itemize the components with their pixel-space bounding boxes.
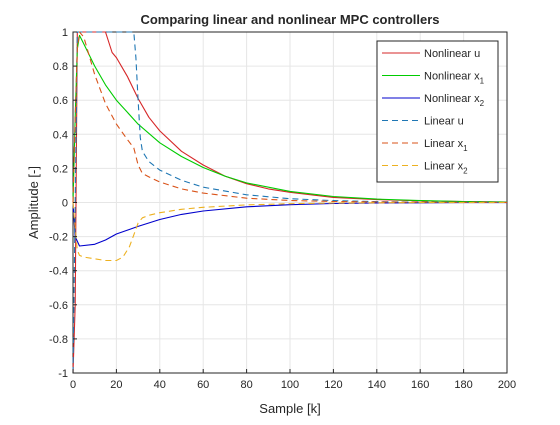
x-tick-label: 20 [110, 379, 122, 391]
x-axis-ticks: 0 20 40 60 80 100 120 140 160 180 200 [70, 369, 516, 391]
y-tick-label: -0.6 [49, 300, 68, 312]
legend-entry-subscript: 2 [463, 167, 468, 176]
x-tick-label: 120 [324, 379, 342, 391]
legend-entry-base: Linear x [424, 161, 464, 173]
series-line-linear-u [72, 31, 508, 374]
legend-entry: Nonlinear x2 [424, 93, 485, 108]
y-tick-label: 0.8 [53, 61, 68, 73]
y-tick-label: 0.6 [53, 95, 68, 107]
x-tick-label: 0 [70, 379, 76, 391]
legend-box [376, 40, 499, 183]
legend-entry: Nonlinear u [424, 48, 480, 60]
legend-entry: Linear x1 [424, 138, 468, 153]
legend-entry: Linear x2 [424, 161, 468, 176]
y-tick-label: 0.2 [53, 163, 68, 175]
series-line-nonlinear-x1 [72, 34, 508, 203]
legend-entry: Linear u [424, 116, 464, 128]
y-tick-label: -1 [58, 368, 68, 380]
y-axis-label: Amplitude [-] [26, 166, 41, 239]
y-axis-ticks: -1 -0.8 -0.6 -0.4 -0.2 0 0.2 0.4 0.6 0.8 1 [49, 27, 77, 380]
x-axis-label: Sample [k] [259, 401, 320, 416]
y-tick-label: -0.2 [49, 232, 68, 244]
x-tick-label: 200 [498, 379, 516, 391]
legend-entry-base: Linear x [424, 138, 464, 150]
legend-entry-subscript: 1 [480, 77, 485, 86]
legend-entry-subscript: 1 [463, 144, 468, 153]
x-tick-label: 160 [411, 379, 429, 391]
y-tick-label: 1 [62, 27, 68, 39]
legend-entry-base: Nonlinear u [424, 48, 480, 60]
x-tick-label: 80 [240, 379, 252, 391]
y-tick-label: -0.8 [49, 334, 68, 346]
y-tick-label: 0.4 [53, 129, 68, 141]
y-tick-label: -0.4 [49, 266, 68, 278]
x-tick-label: 140 [368, 379, 386, 391]
x-tick-label: 180 [454, 379, 472, 391]
legend-entry-base: Linear u [424, 116, 464, 128]
legend-entry-base: Nonlinear x [424, 93, 480, 105]
series-line-linear-x1 [72, 31, 508, 203]
series-layer [72, 31, 508, 374]
y-tick-label: 0 [62, 198, 68, 210]
legend-entry-subscript: 2 [480, 99, 485, 108]
legend-entry: Nonlinear x1 [424, 71, 485, 86]
chart-title: Comparing linear and nonlinear MPC contr… [140, 12, 439, 27]
x-tick-label: 60 [197, 379, 209, 391]
x-tick-label: 100 [281, 379, 299, 391]
series-line-linear-x2 [72, 201, 508, 262]
legend-entry-base: Nonlinear x [424, 71, 480, 83]
x-tick-label: 40 [154, 379, 166, 391]
